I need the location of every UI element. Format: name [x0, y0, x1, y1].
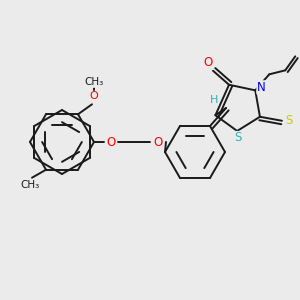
Text: O: O — [106, 136, 116, 148]
Text: S: S — [285, 114, 292, 127]
Text: O: O — [203, 56, 213, 69]
Text: O: O — [90, 91, 98, 101]
Text: O: O — [153, 136, 163, 148]
Text: H: H — [210, 95, 218, 105]
Text: N: N — [257, 81, 266, 94]
Text: CH₃: CH₃ — [20, 180, 40, 190]
Text: S: S — [235, 131, 242, 145]
Text: CH₃: CH₃ — [84, 77, 104, 87]
